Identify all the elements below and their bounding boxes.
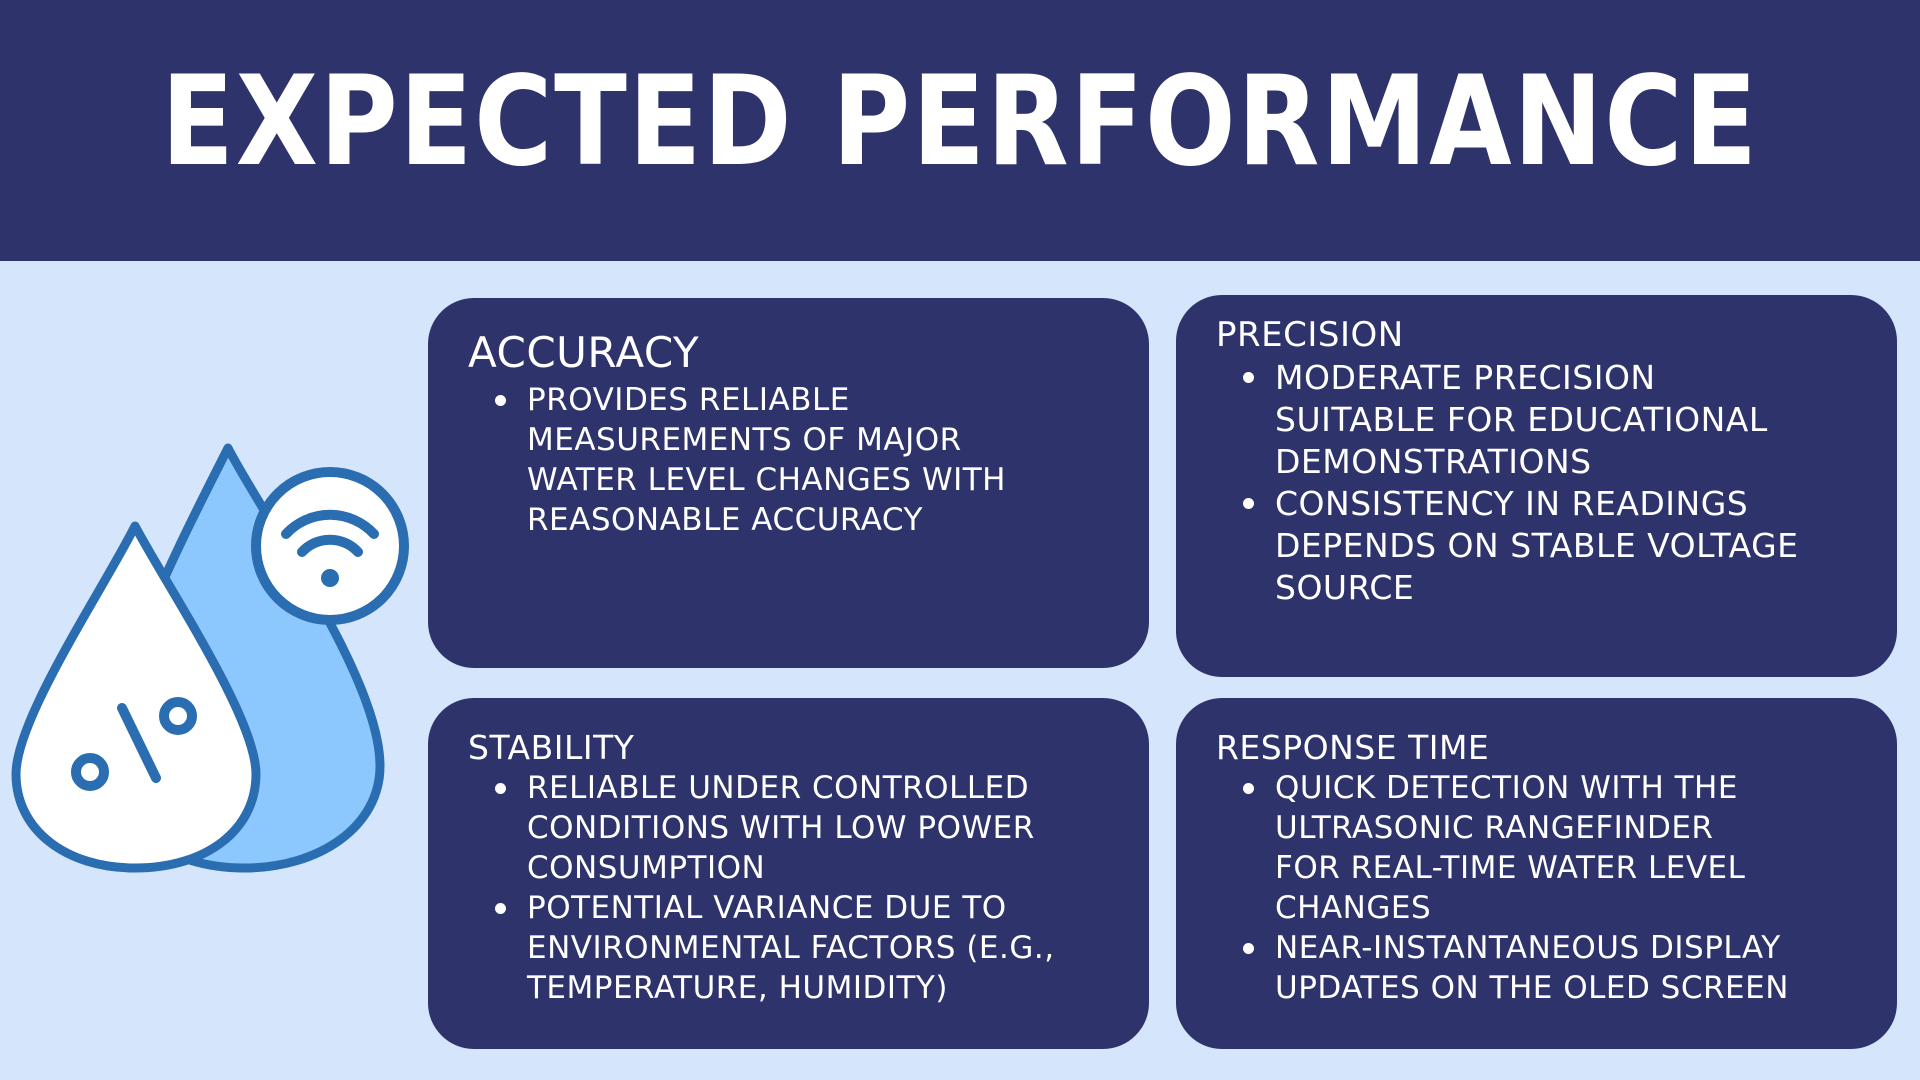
bullet-dot	[495, 395, 506, 406]
percent-icon	[71, 697, 197, 791]
list-item: RELIABLE UNDER CONTROLLED CONDITIONS WIT…	[468, 768, 1129, 888]
accuracy-card: ACCURACY PROVIDES RELIABLE MEASUREMENTS …	[428, 298, 1149, 668]
list-item: CONSISTENCY IN READINGS DEPENDS ON STABL…	[1216, 483, 1877, 609]
bullet-dot	[1243, 372, 1254, 383]
bullet-dot	[495, 903, 506, 914]
list-item: POTENTIAL VARIANCE DUE TO ENVIRONMENTAL …	[468, 888, 1129, 1008]
bullet-dot	[1243, 783, 1254, 794]
card-title: PRECISION	[1216, 315, 1404, 355]
list-item-text: POTENTIAL VARIANCE DUE TO ENVIRONMENTAL …	[527, 890, 1055, 1006]
list-item: QUICK DETECTION WITH THE ULTRASONIC RANG…	[1216, 768, 1877, 928]
list-item: PROVIDES RELIABLE MEASUREMENTS OF MAJOR …	[468, 380, 1129, 540]
bullet-list: RELIABLE UNDER CONTROLLED CONDITIONS WIT…	[468, 768, 1129, 1008]
bullet-list: MODERATE PRECISION SUITABLE FOR EDUCATIO…	[1216, 357, 1877, 609]
wifi-icon	[251, 467, 409, 625]
list-item-text: NEAR-INSTANTANEOUS DISPLAY UPDATES ON TH…	[1275, 930, 1789, 1006]
card-title: RESPONSE TIME	[1216, 728, 1490, 767]
slide-title: EXPECTED PERFORMANCE	[161, 50, 1759, 194]
list-item: MODERATE PRECISION SUITABLE FOR EDUCATIO…	[1216, 357, 1877, 483]
list-item-text: QUICK DETECTION WITH THE ULTRASONIC RANG…	[1275, 770, 1746, 926]
list-item-text: PROVIDES RELIABLE MEASUREMENTS OF MAJOR …	[527, 382, 1006, 538]
card-title: ACCURACY	[468, 328, 700, 377]
bullet-list: PROVIDES RELIABLE MEASUREMENTS OF MAJOR …	[468, 380, 1129, 540]
list-item-text: RELIABLE UNDER CONTROLLED CONDITIONS WIT…	[527, 770, 1035, 886]
water-drops-with-wifi-and-percent-icon	[11, 443, 409, 873]
card-title: STABILITY	[468, 728, 635, 767]
bullet-dot	[495, 783, 506, 794]
list-item-text: MODERATE PRECISION SUITABLE FOR EDUCATIO…	[1275, 358, 1768, 481]
bullet-dot	[1243, 498, 1254, 509]
bullet-list: QUICK DETECTION WITH THE ULTRASONIC RANG…	[1216, 768, 1877, 1008]
list-item-text: CONSISTENCY IN READINGS DEPENDS ON STABL…	[1275, 484, 1799, 607]
list-item: NEAR-INSTANTANEOUS DISPLAY UPDATES ON TH…	[1216, 928, 1877, 1008]
response-time-card: RESPONSE TIME QUICK DETECTION WITH THE U…	[1176, 698, 1897, 1049]
precision-card: PRECISION MODERATE PRECISION SUITABLE FO…	[1176, 295, 1897, 677]
bullet-dot	[1243, 943, 1254, 954]
stability-card: STABILITY RELIABLE UNDER CONTROLLED COND…	[428, 698, 1149, 1049]
header-banner: EXPECTED PERFORMANCE	[0, 0, 1920, 261]
